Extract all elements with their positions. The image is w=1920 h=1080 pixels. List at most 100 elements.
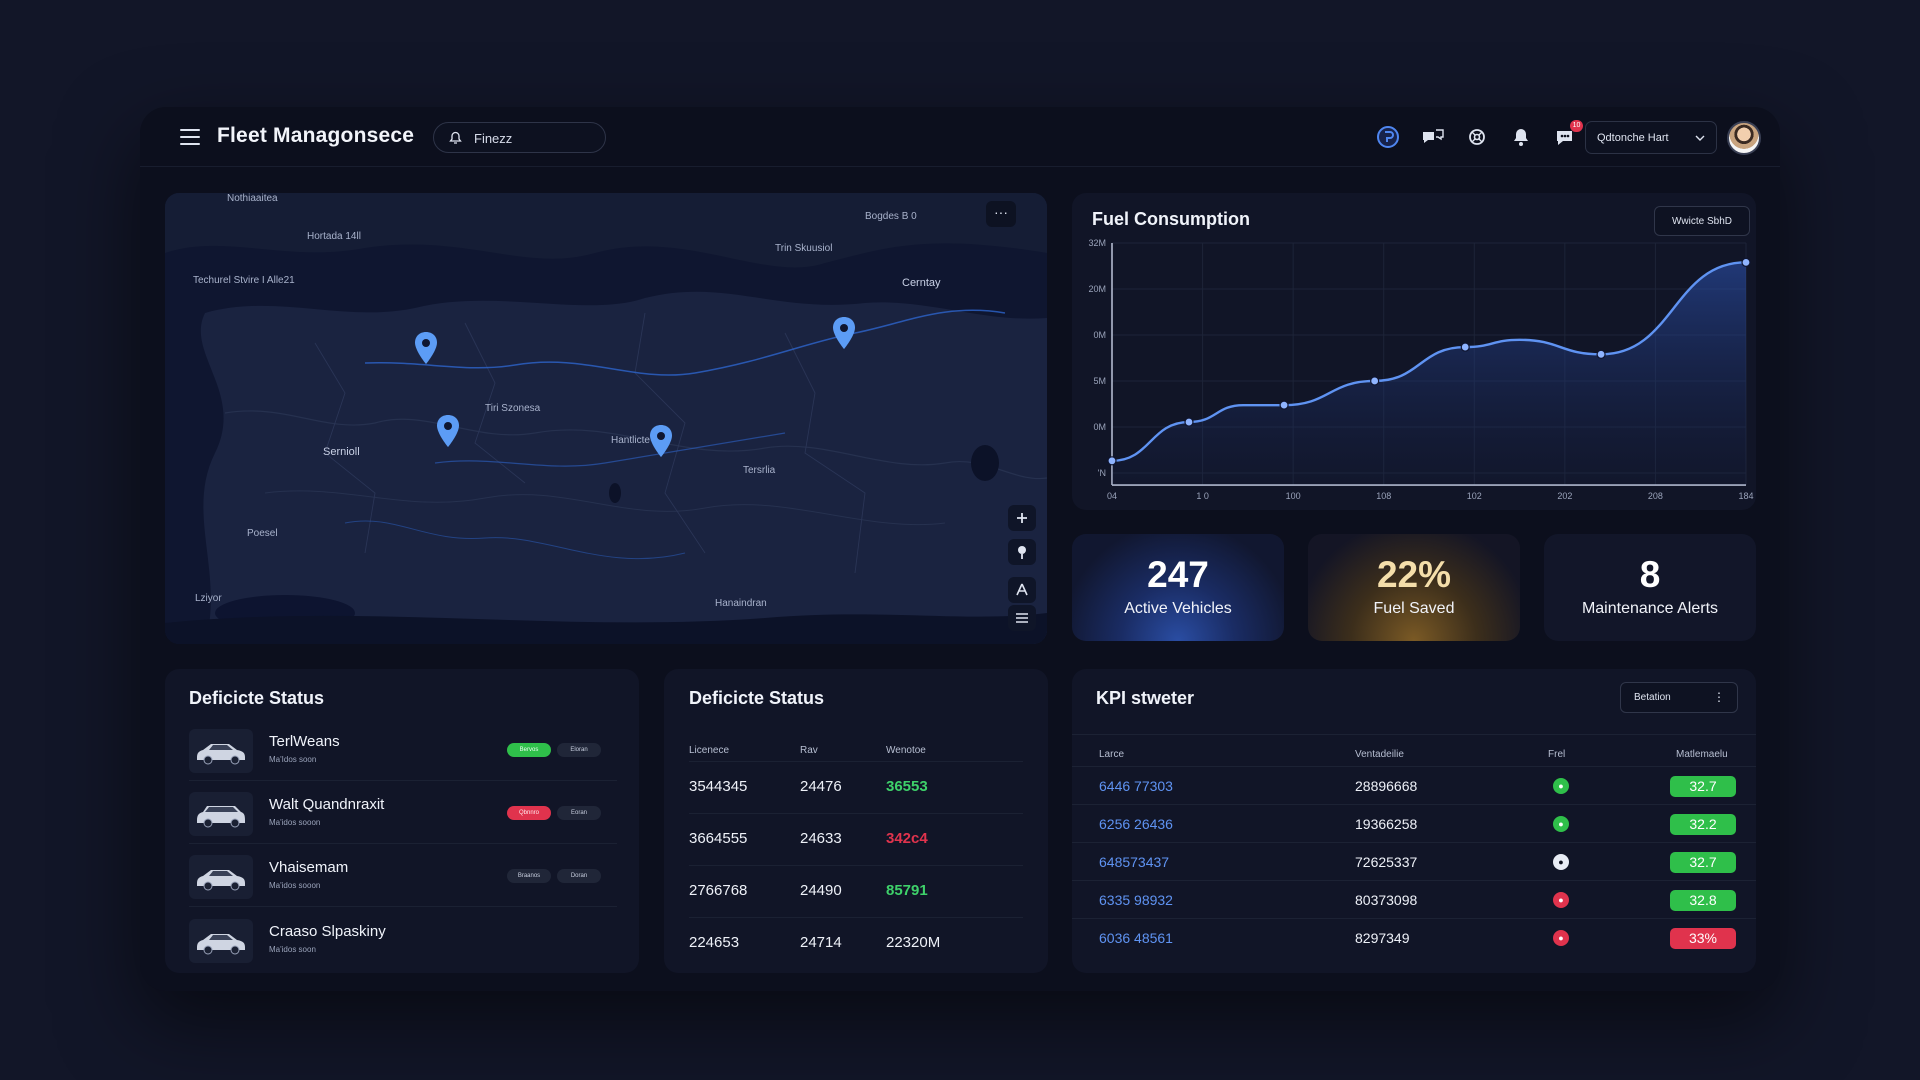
bell-icon[interactable]	[1509, 125, 1533, 149]
chat-icon[interactable]	[1420, 125, 1444, 149]
kpi-label: Fuel Saved	[1373, 600, 1455, 617]
car-icon	[189, 919, 253, 963]
data-point	[1741, 257, 1751, 267]
vehicle-id-link[interactable]: 6335 98932	[1099, 892, 1173, 908]
kpi-badge: 32.7	[1670, 776, 1736, 797]
kpi-filter-button[interactable]: Betation ⋮	[1620, 682, 1738, 713]
fleet-map[interactable]: Nothiaaitea Hortada 14ll Techurel Stvire…	[165, 193, 1047, 644]
status-badge[interactable]: Braanos	[507, 869, 551, 883]
status-badge-secondary[interactable]: Eloran	[557, 743, 601, 757]
column-header[interactable]: Larce	[1099, 749, 1125, 760]
app-title: Fleet Managonsece	[217, 124, 415, 147]
vehicle-row[interactable]: Vhaisemam Ma'idos sooon Braanos Doran	[189, 851, 617, 907]
vehicle-row[interactable]: Craaso Slpaskiny Ma'idos soon	[189, 915, 617, 971]
fuel-filter-button[interactable]: Wwicte SbhD	[1654, 206, 1750, 236]
kpi-label: Maintenance Alerts	[1581, 600, 1719, 617]
table-row[interactable]: 2766768 24490 85791	[689, 866, 1023, 918]
table-row[interactable]: 224653 24714 22320M	[689, 918, 1023, 970]
vehicle-subtitle: Ma'idos sooon	[269, 818, 321, 827]
search-input[interactable]	[474, 128, 594, 148]
location-pin-icon[interactable]	[435, 414, 461, 448]
license-cell: 3664555	[689, 830, 748, 847]
vehicle-name: Walt Quandnraxit	[269, 796, 385, 813]
more-icon[interactable]: ···	[986, 201, 1016, 227]
status-badge-secondary[interactable]: Eoran	[557, 806, 601, 820]
column-header[interactable]: Wenotoe	[886, 745, 926, 756]
kpi-label: Active Vehicles	[1124, 600, 1232, 617]
data-point	[1279, 400, 1289, 410]
rav-cell: 24490	[800, 882, 842, 899]
status-dot-icon: ●	[1553, 892, 1569, 908]
table-row[interactable]: 648573437 72625337 ● 32.7	[1072, 843, 1756, 881]
kpi-number: 80373098	[1355, 892, 1418, 908]
vehicle-row[interactable]: Walt Quandnraxit Ma'idos sooon Qbnnro Eo…	[189, 788, 617, 844]
fuel-consumption-card: Fuel Consumption Wwicte SbhD 32M 20M 0M 5M 0…	[1072, 193, 1756, 510]
table-row[interactable]: 3544345 24476 36553	[689, 762, 1023, 814]
app-window: Fleet Managonsece 10 Qdtonche Hart	[140, 107, 1780, 991]
rav-cell: 24476	[800, 778, 842, 795]
x-tick-label: 100	[1286, 491, 1301, 501]
column-header[interactable]: Licenece	[689, 745, 730, 756]
globe-icon[interactable]	[1376, 125, 1400, 149]
vehicle-id-link[interactable]: 6446 77303	[1099, 778, 1173, 794]
table-row[interactable]: 6335 98932 80373098 ● 32.8	[1072, 881, 1756, 919]
location-pin-icon[interactable]	[831, 316, 857, 350]
vehicle-name: Vhaisemam	[269, 859, 349, 876]
pin-icon[interactable]	[1008, 539, 1036, 565]
column-header[interactable]: Ventadeilie	[1355, 749, 1404, 760]
column-header[interactable]: Matlemaelu	[1676, 749, 1728, 760]
vehicle-id-link[interactable]: 6256 26436	[1099, 816, 1173, 832]
menu-icon[interactable]	[180, 129, 200, 145]
support-icon[interactable]	[1465, 125, 1489, 149]
status-badge[interactable]: Bervos	[507, 743, 551, 757]
status-badge[interactable]: Qbnnro	[507, 806, 551, 820]
data-point	[1184, 417, 1194, 427]
status-badge-secondary[interactable]: Doran	[557, 869, 601, 883]
vehicle-id-link[interactable]: 6036 48561	[1099, 930, 1173, 946]
map-label: Trin Skuusiol	[775, 243, 833, 254]
map-label: Poesel	[247, 528, 278, 539]
vehicle-row[interactable]: TerlWeans Ma'Idos soon Bervos Eloran	[189, 725, 617, 781]
license-cell: 2766768	[689, 882, 748, 899]
table-row[interactable]: 6446 77303 28896668 ● 32.7	[1072, 767, 1756, 805]
map-label: Lziyor	[195, 593, 222, 604]
avatar[interactable]	[1727, 121, 1761, 155]
kpi-badge: 32.2	[1670, 814, 1736, 835]
search-box[interactable]	[433, 122, 606, 153]
status-table-title: Deficicte Status	[689, 688, 825, 708]
filter-icon[interactable]	[1008, 605, 1036, 631]
license-cell: 224653	[689, 934, 740, 951]
kpi-card-maintenance-alerts[interactable]: 8 Maintenance Alerts	[1544, 534, 1756, 641]
search-icon	[449, 131, 462, 144]
kpi-value: 22%	[1376, 554, 1452, 595]
column-header[interactable]: Rav	[800, 745, 818, 756]
y-tick-label: 5M	[1093, 376, 1106, 386]
more-icon: ⋮	[1713, 690, 1725, 704]
table-row[interactable]: 6036 48561 8297349 ● 33%	[1072, 919, 1756, 957]
map-label: Bogdes B 0	[865, 211, 917, 222]
user-dropdown[interactable]: Qdtonche Hart	[1585, 121, 1717, 154]
vehicle-name: Craaso Slpaskiny	[269, 923, 386, 940]
vehicle-subtitle: Ma'Idos soon	[269, 755, 317, 764]
vehicle-subtitle: Ma'idos sooon	[269, 881, 321, 890]
kpi-filter-label: Betation	[1634, 692, 1671, 703]
kpi-card-fuel-saved[interactable]: 22% Fuel Saved	[1308, 534, 1520, 641]
x-tick-label: 184	[1738, 491, 1753, 501]
column-header[interactable]: Frel	[1548, 749, 1566, 760]
map-label: Sernioll	[323, 446, 360, 458]
location-pin-icon[interactable]	[648, 424, 674, 458]
vehicle-name: TerlWeans	[269, 733, 340, 750]
table-row[interactable]: 3664555 24633 342c4	[689, 814, 1023, 866]
table-row[interactable]: 6256 26436 19366258 ● 32.2	[1072, 805, 1756, 843]
kpi-badge: 33%	[1670, 928, 1736, 949]
vehicle-id-link[interactable]: 648573437	[1099, 854, 1170, 870]
zoom-icon[interactable]	[1008, 505, 1036, 531]
x-tick-label: 04	[1107, 491, 1117, 501]
message-icon[interactable]: 10	[1554, 120, 1583, 149]
kpi-card-active-vehicles[interactable]: 247 Active Vehicles	[1072, 534, 1284, 641]
car-icon	[189, 729, 253, 773]
kpi-number: 28896668	[1355, 778, 1418, 794]
kpi-table-title: KPI stweter	[1096, 688, 1195, 708]
location-pin-icon[interactable]	[413, 331, 439, 365]
layers-icon[interactable]	[1008, 577, 1036, 603]
